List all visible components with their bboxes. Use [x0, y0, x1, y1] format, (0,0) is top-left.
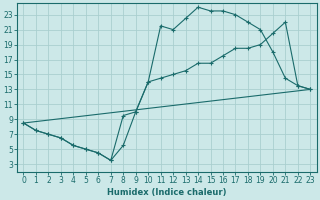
X-axis label: Humidex (Indice chaleur): Humidex (Indice chaleur)	[107, 188, 227, 197]
